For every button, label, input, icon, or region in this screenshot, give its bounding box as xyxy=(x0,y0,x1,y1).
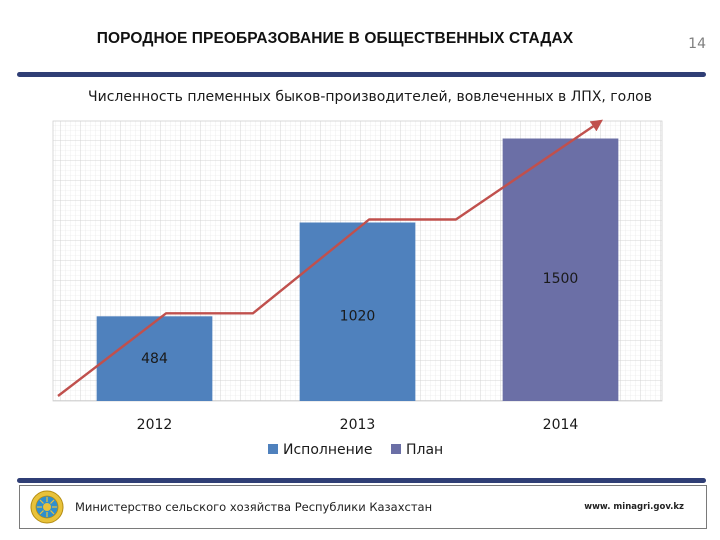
website-link[interactable]: www. minagri.gov.kz xyxy=(584,502,684,512)
chart-title: Численность племенных быков-производител… xyxy=(88,89,652,105)
data-label-2013: 1020 xyxy=(340,309,376,325)
bar-2012 xyxy=(96,316,213,401)
kazakhstan-emblem-icon xyxy=(30,490,64,524)
footer-bar: Министерство сельского хозяйства Республ… xyxy=(19,485,707,529)
slide-number: 14 xyxy=(688,36,706,52)
slide-title: ПОРОДНОЕ ПРЕОБРАЗОВАНИЕ В ОБЩЕСТВЕННЫХ С… xyxy=(96,30,574,47)
ministry-name: Министерство сельского хозяйства Республ… xyxy=(75,500,433,514)
bar-2013 xyxy=(299,222,416,401)
data-label-2012: 484 xyxy=(141,351,168,367)
bottom-rule xyxy=(17,478,706,483)
top-rule xyxy=(17,72,706,77)
legend-label: План xyxy=(406,442,443,458)
x-tick-2014: 2014 xyxy=(543,417,579,433)
bar-chart: 484 1020 1500 2012 2013 2014 Исполнение План xyxy=(52,119,663,458)
legend-label: Исполнение xyxy=(283,442,372,458)
trend-arrow xyxy=(57,119,603,397)
legend-swatch xyxy=(268,444,278,454)
x-tick-2012: 2012 xyxy=(137,417,173,433)
bar-2014 xyxy=(502,138,619,401)
data-label-2014: 1500 xyxy=(543,271,579,287)
legend-swatch xyxy=(391,444,401,454)
x-tick-2013: 2013 xyxy=(340,417,376,433)
